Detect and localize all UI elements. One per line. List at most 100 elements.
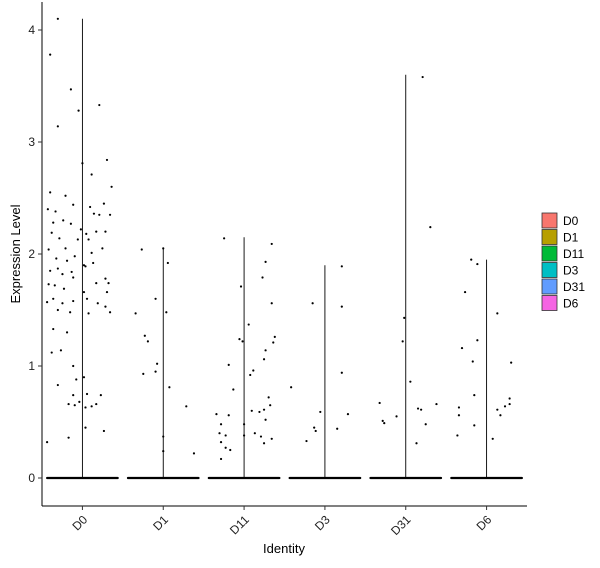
data-point (232, 388, 235, 391)
data-point (64, 247, 67, 250)
data-point (435, 402, 438, 406)
data-point (72, 394, 75, 397)
data-point (108, 213, 112, 216)
data-point (69, 222, 72, 225)
data-point (81, 162, 84, 165)
data-point (269, 404, 272, 407)
data-point (105, 290, 109, 294)
data-point (142, 372, 145, 375)
data-point (168, 386, 171, 389)
data-point (67, 436, 70, 439)
data-point (381, 419, 384, 422)
data-point (508, 402, 511, 406)
data-point (64, 194, 67, 197)
data-point (162, 435, 165, 438)
data-point (473, 394, 476, 397)
data-point (241, 340, 244, 343)
data-point (92, 261, 95, 265)
data-point (95, 230, 98, 233)
data-point (420, 408, 423, 411)
data-point (227, 363, 230, 366)
data-point (264, 260, 267, 263)
data-point (104, 305, 107, 308)
data-point (421, 75, 424, 79)
data-point (104, 230, 107, 233)
data-point (415, 442, 418, 445)
data-point (508, 397, 511, 400)
data-point (239, 285, 243, 288)
data-point (424, 423, 427, 426)
x-tick-label: D0 (69, 512, 90, 533)
legend-swatch (541, 262, 558, 278)
data-point (470, 258, 473, 261)
data-point (154, 297, 157, 300)
data-point (50, 351, 53, 354)
data-point (395, 415, 398, 418)
data-point (73, 404, 76, 407)
data-point (69, 311, 72, 314)
data-point (54, 210, 57, 213)
data-point (98, 103, 101, 107)
x-tick-label: D1 (150, 512, 171, 533)
legend-swatch (541, 245, 558, 262)
data-point (52, 221, 55, 224)
data-point (340, 305, 343, 308)
legend-label: D31 (563, 280, 585, 294)
data-point (65, 331, 69, 334)
data-point (340, 265, 343, 268)
data-point (84, 426, 87, 429)
data-point (72, 299, 75, 303)
data-point (471, 360, 474, 363)
data-point (262, 442, 266, 445)
data-point (88, 205, 92, 209)
data-point (496, 312, 499, 315)
data-point (56, 267, 59, 270)
data-point (47, 283, 50, 286)
data-point (105, 158, 109, 162)
data-point (270, 242, 273, 246)
data-point (61, 273, 64, 276)
data-point (224, 446, 227, 449)
data-point (62, 287, 66, 290)
data-point (491, 437, 494, 440)
legend-label: D0 (563, 214, 579, 228)
y-tick-label: 4 (28, 23, 35, 37)
data-point (456, 434, 459, 437)
data-point (162, 450, 165, 453)
data-point (82, 264, 86, 267)
legend: D0 D1 D11 D3 D31 D6 (541, 212, 585, 311)
data-point (314, 429, 317, 433)
data-point (336, 427, 339, 430)
data-point (311, 302, 314, 305)
plot-area (45, 17, 523, 480)
data-point (45, 441, 49, 444)
data-point (409, 380, 412, 383)
data-point (463, 290, 467, 294)
data-point (267, 396, 270, 399)
data-point (56, 308, 59, 312)
data-point (62, 219, 65, 222)
legend-label: D1 (563, 231, 579, 245)
data-point (261, 276, 264, 279)
data-point (503, 405, 507, 408)
data-point (67, 402, 70, 406)
data-point (215, 413, 218, 416)
data-point (272, 341, 275, 344)
data-point (90, 173, 93, 176)
data-point (383, 422, 386, 425)
data-point (49, 53, 52, 56)
y-tick-label: 0 (28, 471, 35, 485)
legend-label: D11 (563, 247, 584, 261)
data-point (264, 418, 267, 421)
data-point (102, 429, 106, 433)
data-point (52, 297, 55, 300)
data-point (166, 261, 169, 265)
x-tick-label: D6 (474, 512, 495, 533)
data-point (460, 346, 464, 350)
data-point (49, 191, 52, 194)
data-point (185, 405, 188, 408)
data-point (107, 282, 110, 285)
data-point (72, 364, 75, 368)
y-tick-label: 2 (28, 247, 35, 261)
